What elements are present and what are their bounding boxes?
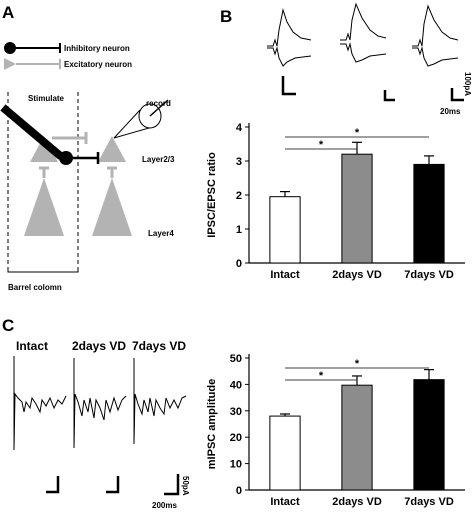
legend-inhibitory-label: Inhibitory neuron [64,44,130,53]
trace-intact-b [267,8,312,67]
recording-electrode-tip-left [113,109,141,139]
significance-marker: * [319,139,324,151]
bar [341,384,373,491]
layer4-label: Layer4 [148,229,174,238]
stimulate-label: Stimulate [28,94,65,103]
panel-label-a: A [2,3,14,22]
scale-bar-c3 [164,474,180,496]
panel-c-traces: Intact 2days VD 7days VD 50pA 200ms [13,339,190,510]
inhibitory-neuron-icon [4,42,16,54]
scale-bar-c1 [46,476,60,494]
panel-label-c: C [2,316,14,335]
panel-label-b: B [220,7,232,26]
scale-bar-b3 [450,88,464,102]
scale-y-label-c: 50pA [181,476,190,496]
layer23-label: Layer2/3 [142,155,175,164]
stimulating-electrode [0,104,64,160]
significance-marker: * [355,358,360,370]
bar [413,379,445,491]
trace-7days-c [133,358,187,445]
x-tick-label: 7days VD [404,269,454,281]
layer23-neuron-right [98,136,126,162]
scale-x-label-b: 20ms [440,107,461,116]
layer4-neuron-right [92,178,132,236]
scale-x-label-c: 200ms [152,501,177,510]
trace-7days-b [412,4,459,67]
scale-y-label-b: 100pA [463,72,472,96]
trace-2days-b [340,2,387,63]
trace-label-2days: 2days VD [72,339,126,353]
chart-mipsc-amplitude: 0 10 20 30 40 50 mIPSC amplitude Intact 2days VD… [206,353,465,508]
bar [341,153,373,264]
legend-inhibitory: Inhibitory neuron [4,42,130,54]
scale-bar-b2 [383,90,395,102]
layer23-neuron-left [30,136,58,162]
y-axis-title: IPSC/EPSC ratio [206,152,218,238]
x-tick-label: 2days VD [332,496,382,508]
chart-ipsc-epsc-ratio: 0 1 2 3 4 IPSC/EPSC ratio Intact 2days VD 7days … [206,122,465,281]
trace-label-7days: 7days VD [132,339,186,353]
y-tick-label: 10 [230,459,242,471]
y-tick-label: 50 [230,353,242,365]
x-tick-label: Intact [270,496,300,508]
inhibitory-interneuron [59,151,73,165]
layer4-neuron-left [24,178,64,236]
excitatory-neuron-icon [4,58,16,70]
significance-marker: * [355,127,360,139]
record-label: record [146,99,171,108]
y-tick-label: 1 [236,224,242,236]
bar [269,415,301,491]
bar [269,196,301,264]
y-tick-label: 3 [236,156,242,168]
scale-bar-c2 [106,476,120,494]
panel-b-traces: 100pA 20ms [267,2,472,116]
trace-label-intact: Intact [16,339,48,353]
x-tick-label: 7days VD [404,496,454,508]
y-tick-label: 30 [230,406,242,418]
trace-intact-c [13,356,67,451]
y-tick-label: 40 [230,379,242,391]
barrel-column-label: Barrel colomn [8,283,62,292]
y-tick-label: 0 [236,485,242,497]
y-tick-label: 2 [236,190,242,202]
bar [413,163,445,264]
legend-excitatory-label: Excitatory neuron [64,60,132,69]
y-tick-label: 0 [236,258,242,270]
significance-marker: * [319,370,324,382]
scale-bar-b1 [281,76,296,96]
panel-a-schematic: Inhibitory neuron Excitatory neuron Barr… [0,42,175,292]
y-axis-title: mIPSC amplitude [206,379,218,469]
barrel-bracket [7,268,79,273]
trace-2days-c [73,358,127,449]
x-tick-label: 2days VD [332,269,382,281]
x-tick-label: Intact [270,269,300,281]
legend-excitatory: Excitatory neuron [4,58,132,70]
y-tick-label: 20 [230,432,242,444]
y-tick-label: 4 [236,122,243,134]
